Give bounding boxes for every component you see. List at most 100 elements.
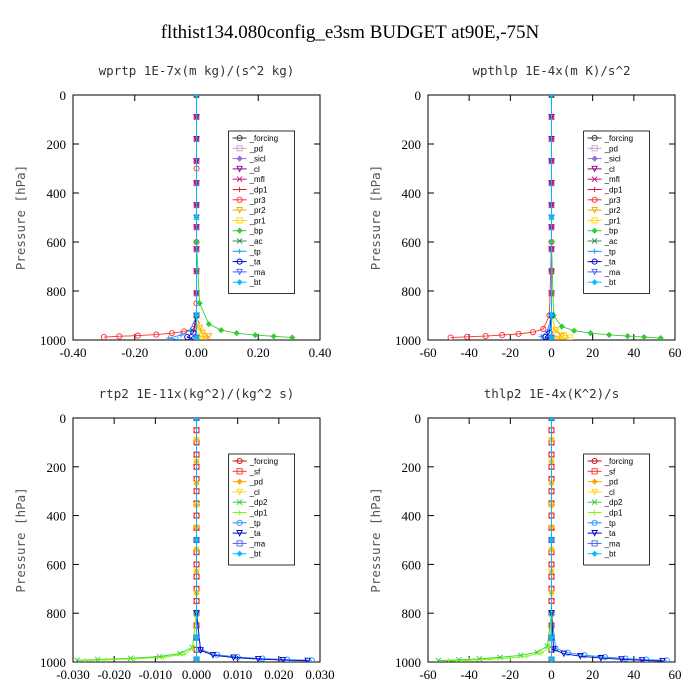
legend-label: _ac <box>604 237 618 246</box>
data-point-dp1 <box>507 655 513 661</box>
data-point-bp <box>571 327 578 334</box>
legend-label: _dp2 <box>249 498 268 507</box>
legend-marker-ta <box>591 258 598 265</box>
y-tick-label: 1000 <box>40 333 66 348</box>
data-point-bt <box>548 536 555 544</box>
data-point-bp <box>606 331 613 338</box>
y-axis-label: Pressure [hPa] <box>13 165 28 270</box>
panel-3: rtp2 1E-11x(kg^2)/(kg^2 s) 0 200 400 600 800 1… <box>13 386 335 682</box>
x-tick-label: -40 <box>460 345 477 360</box>
y-tick-label: 400 <box>402 186 422 201</box>
data-point-tp <box>175 336 181 340</box>
legend-label: _forcing <box>249 457 278 466</box>
y-tick-label: 800 <box>402 606 422 621</box>
data-point-dp2 <box>127 655 134 662</box>
legend-marker-ma <box>591 268 598 276</box>
legend-label: _sf <box>249 467 261 476</box>
legend-label: _cl <box>249 488 260 497</box>
y-tick-label: 600 <box>47 557 67 572</box>
legend-label: _forcing <box>249 134 278 143</box>
y-tick-label: 200 <box>47 460 67 475</box>
legend-marker-pd <box>591 145 598 152</box>
x-tick-label: -20 <box>502 345 519 360</box>
data-point-bp <box>233 330 240 337</box>
data-point-ta <box>230 654 237 662</box>
data-point-bt <box>548 634 555 641</box>
data-point-pr3 <box>116 333 123 340</box>
y-tick-label: 1000 <box>395 333 421 348</box>
series-line-pr3 <box>450 95 552 338</box>
x-tick-label: 0 <box>548 667 555 682</box>
legend-label: _sicl <box>249 155 266 164</box>
legend-label: _dp1 <box>604 186 623 195</box>
data-point-bp <box>641 333 648 340</box>
x-tick-label: -40 <box>460 667 477 682</box>
legend-marker-pd <box>591 478 598 485</box>
legend-label: _bp <box>604 227 619 236</box>
data-point-pr3 <box>134 332 141 339</box>
legend-marker-ta <box>236 258 243 265</box>
legend-marker-forcing <box>591 134 598 142</box>
legend-label: _tp <box>249 519 262 528</box>
data-point-pr3 <box>515 330 522 337</box>
series-line-pr1 <box>551 95 572 340</box>
legend-marker-dp1 <box>237 509 243 516</box>
data-point-bt <box>548 95 555 99</box>
legend-label: _pr3 <box>604 196 622 205</box>
legend-marker-sf <box>591 468 598 475</box>
legend-marker-ta <box>591 530 598 537</box>
data-point-pr3 <box>153 331 160 338</box>
legend-marker-forcing <box>591 457 598 465</box>
x-tick-label: 0.010 <box>223 667 252 682</box>
panel-title: rtp2 1E-11x(kg^2)/(kg^2 s) <box>99 386 295 401</box>
data-point-bt <box>548 656 555 662</box>
y-tick-label: 0 <box>60 88 67 103</box>
legend-marker-dp2 <box>236 499 243 506</box>
legend-label: _pd <box>249 478 263 487</box>
legend-label: _pr1 <box>249 216 267 225</box>
legend-marker-ac <box>591 238 598 244</box>
y-tick-label: 800 <box>47 606 67 621</box>
legend-marker-tp <box>237 248 243 254</box>
data-point-pr3 <box>168 330 175 337</box>
data-point-dp2 <box>156 653 163 660</box>
x-tick-label: -20 <box>502 667 519 682</box>
data-point-bp <box>252 332 259 339</box>
x-tick-label: 0.030 <box>305 667 334 682</box>
data-point-bt <box>193 536 200 544</box>
series-line-dp2 <box>438 418 552 661</box>
legend-marker-pr3 <box>591 196 598 203</box>
legend-label: _mfl <box>249 175 265 184</box>
x-tick-label: 0 <box>548 345 555 360</box>
x-tick-label: 0.20 <box>247 345 270 360</box>
legend-marker-tp <box>591 519 598 526</box>
legend-marker-pd <box>236 478 243 485</box>
legend: _forcing_sf _pd_cl_dp2 _dp1_tp_ta_ma _bt <box>228 453 296 566</box>
legend-marker-sicl <box>591 155 598 162</box>
data-point-pr2 <box>554 335 562 340</box>
data-point-ta <box>254 656 262 662</box>
legend-box <box>228 130 296 294</box>
panel-2: wpthlp 1E-4x(m K)/s^202004006008001000-6… <box>368 63 682 360</box>
series-line-dp1 <box>448 418 552 662</box>
legend-marker-dp1 <box>592 186 598 193</box>
x-tick-label: 20 <box>586 667 599 682</box>
data-point-ta <box>184 334 191 340</box>
legend-label: _tp <box>604 247 617 256</box>
series-layer <box>447 95 664 340</box>
legend-label: _ma <box>249 539 266 548</box>
data-point-bt <box>548 418 555 422</box>
legend-marker-mfl <box>591 176 598 183</box>
data-point-dp1 <box>189 645 195 652</box>
legend-box <box>583 453 651 566</box>
data-point-pr3 <box>540 325 547 333</box>
y-tick-label: 600 <box>402 235 422 250</box>
legend-label: _pr3 <box>249 196 267 205</box>
legend-label: _tp <box>249 247 262 256</box>
legend-marker-ta <box>236 530 243 537</box>
data-point-ta <box>190 329 197 336</box>
y-tick-label: 0 <box>415 88 422 103</box>
data-point-ta <box>618 656 625 662</box>
y-tick-label: 200 <box>402 137 422 152</box>
data-point-bp <box>218 327 225 334</box>
